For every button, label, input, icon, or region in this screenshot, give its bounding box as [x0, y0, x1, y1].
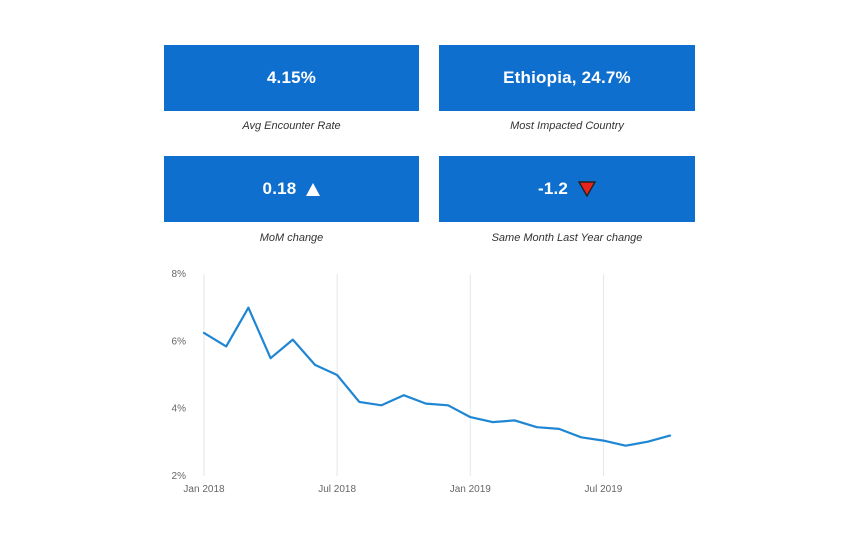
kpi-caption: MoM change — [259, 232, 324, 244]
data-point[interactable] — [333, 371, 341, 379]
kpi-caption: Avg Encounter Rate — [242, 120, 341, 132]
data-point[interactable] — [400, 391, 408, 399]
data-point[interactable] — [599, 437, 607, 445]
data-point[interactable] — [577, 433, 585, 441]
y-tick-label: 8% — [172, 269, 187, 280]
y-tick-label: 4% — [172, 404, 187, 415]
kpi-card-most-impacted-country[interactable]: Ethiopia, 24.7% — [439, 45, 695, 111]
data-point[interactable] — [555, 425, 563, 433]
series-line[interactable] — [202, 306, 672, 447]
data-point[interactable] — [511, 416, 519, 424]
up-triangle-icon — [306, 182, 321, 196]
data-point[interactable] — [222, 342, 230, 350]
kpi-value: 4.15% — [266, 68, 317, 87]
data-point[interactable] — [644, 438, 652, 446]
kpi-card-same-month-last-year-change[interactable]: -1.2 — [439, 156, 695, 222]
y-tick-label: 2% — [172, 471, 187, 482]
data-point[interactable] — [355, 398, 363, 406]
kpi-caption: Most Impacted Country — [510, 120, 624, 132]
data-point[interactable] — [444, 401, 452, 409]
data-point[interactable] — [244, 304, 252, 312]
down-triangle-icon — [578, 181, 597, 197]
kpi-value: 0.18 — [262, 179, 297, 198]
x-tick-label: Jan 2018 — [183, 484, 225, 495]
data-point[interactable] — [488, 418, 496, 426]
data-point[interactable] — [311, 361, 319, 369]
data-point[interactable] — [666, 432, 674, 440]
data-point[interactable] — [267, 354, 275, 362]
x-tick-label: Jul 2018 — [318, 484, 356, 495]
x-tick-label: Jul 2019 — [585, 484, 623, 495]
kpi-card-avg-encounter-rate[interactable]: 4.15% — [164, 45, 419, 111]
data-point[interactable] — [533, 423, 541, 431]
data-point[interactable] — [289, 336, 297, 344]
data-point[interactable] — [200, 329, 208, 337]
x-tick-label: Jan 2019 — [450, 484, 492, 495]
kpi-caption: Same Month Last Year change — [491, 232, 643, 244]
kpi-card-mom-change[interactable]: 0.18 — [164, 156, 419, 222]
data-point[interactable] — [622, 442, 630, 450]
kpi-value: -1.2 — [537, 179, 569, 198]
data-point[interactable] — [466, 413, 474, 421]
y-tick-label: 6% — [172, 336, 187, 347]
kpi-value: Ethiopia, 24.7% — [503, 68, 631, 87]
data-point[interactable] — [378, 401, 386, 409]
data-point[interactable] — [422, 400, 430, 408]
